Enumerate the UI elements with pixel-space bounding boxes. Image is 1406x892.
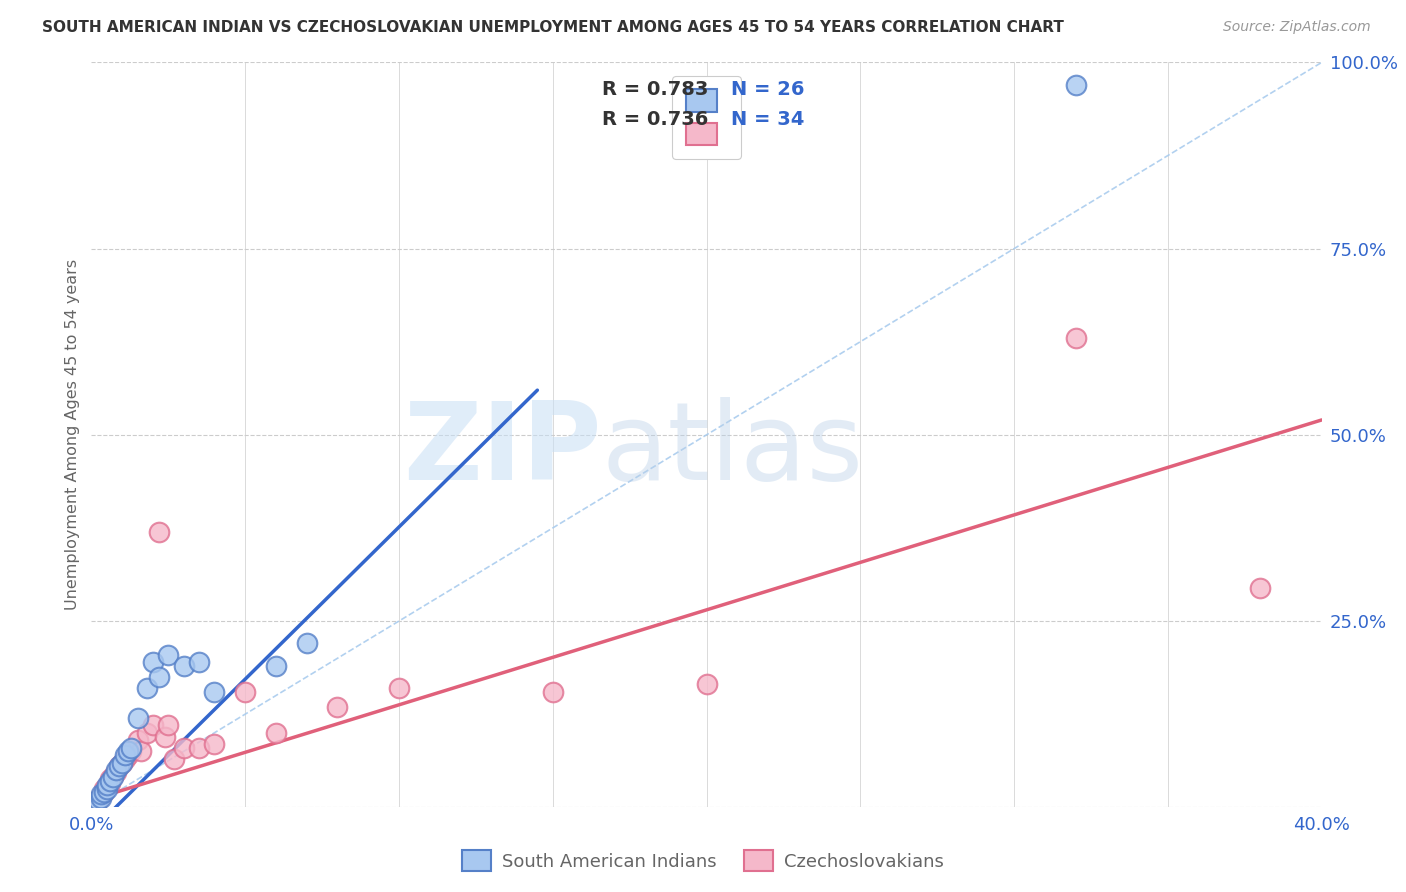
Point xyxy=(114,752,136,766)
Point xyxy=(105,763,127,777)
Point xyxy=(96,781,118,796)
Text: R = 0.783: R = 0.783 xyxy=(602,80,709,100)
Point xyxy=(233,685,256,699)
Point xyxy=(163,752,186,766)
Point xyxy=(173,658,195,673)
Y-axis label: Unemployment Among Ages 45 to 54 years: Unemployment Among Ages 45 to 54 years xyxy=(65,260,80,610)
Point xyxy=(188,655,211,669)
Point xyxy=(202,685,225,699)
Point xyxy=(105,764,127,779)
Point xyxy=(90,789,112,803)
Point xyxy=(157,648,180,662)
Point xyxy=(135,681,157,695)
Point xyxy=(117,744,139,758)
Point xyxy=(96,780,118,794)
Point xyxy=(264,658,287,673)
Point xyxy=(696,677,718,691)
Point xyxy=(135,726,157,740)
Point xyxy=(142,655,165,669)
Point xyxy=(153,730,177,744)
Point xyxy=(120,740,142,755)
Point xyxy=(148,670,170,684)
Point xyxy=(326,699,349,714)
Point xyxy=(264,726,287,740)
Point xyxy=(127,711,149,725)
Point xyxy=(96,778,118,792)
Point xyxy=(541,685,564,699)
Point xyxy=(202,737,225,751)
Point xyxy=(1064,331,1087,345)
Point xyxy=(86,793,108,807)
Point xyxy=(120,744,142,758)
Point xyxy=(142,718,165,732)
Point xyxy=(93,785,115,799)
Point xyxy=(111,756,134,770)
Point xyxy=(157,718,180,732)
Point xyxy=(127,733,149,747)
Point xyxy=(388,681,411,695)
Text: Source: ZipAtlas.com: Source: ZipAtlas.com xyxy=(1223,20,1371,34)
Point xyxy=(173,740,195,755)
Point xyxy=(90,787,112,801)
Text: N = 34: N = 34 xyxy=(731,111,804,129)
Point xyxy=(1249,581,1271,595)
Point xyxy=(83,797,105,811)
Point xyxy=(98,776,121,790)
Point xyxy=(93,785,115,799)
Text: R = 0.736: R = 0.736 xyxy=(602,111,709,129)
Legend: South American Indians, Czechoslovakians: South American Indians, Czechoslovakians xyxy=(456,843,950,879)
Point xyxy=(101,769,124,783)
Point xyxy=(108,759,131,773)
Point xyxy=(148,524,170,539)
Point xyxy=(98,774,121,789)
Legend: , : , xyxy=(672,76,741,159)
Text: ZIP: ZIP xyxy=(404,397,602,503)
Point xyxy=(1064,78,1087,92)
Point xyxy=(90,791,112,805)
Point xyxy=(98,772,121,786)
Point xyxy=(108,759,131,773)
Point xyxy=(129,744,152,758)
Point xyxy=(93,781,115,796)
Point xyxy=(101,771,124,785)
Point xyxy=(111,756,134,770)
Point xyxy=(114,748,136,763)
Text: SOUTH AMERICAN INDIAN VS CZECHOSLOVAKIAN UNEMPLOYMENT AMONG AGES 45 TO 54 YEARS : SOUTH AMERICAN INDIAN VS CZECHOSLOVAKIAN… xyxy=(42,20,1064,35)
Point xyxy=(117,748,139,763)
Text: atlas: atlas xyxy=(602,397,863,503)
Point xyxy=(83,797,105,811)
Text: N = 26: N = 26 xyxy=(731,80,804,100)
Point xyxy=(188,740,211,755)
Point xyxy=(86,793,108,807)
Point xyxy=(295,636,318,650)
